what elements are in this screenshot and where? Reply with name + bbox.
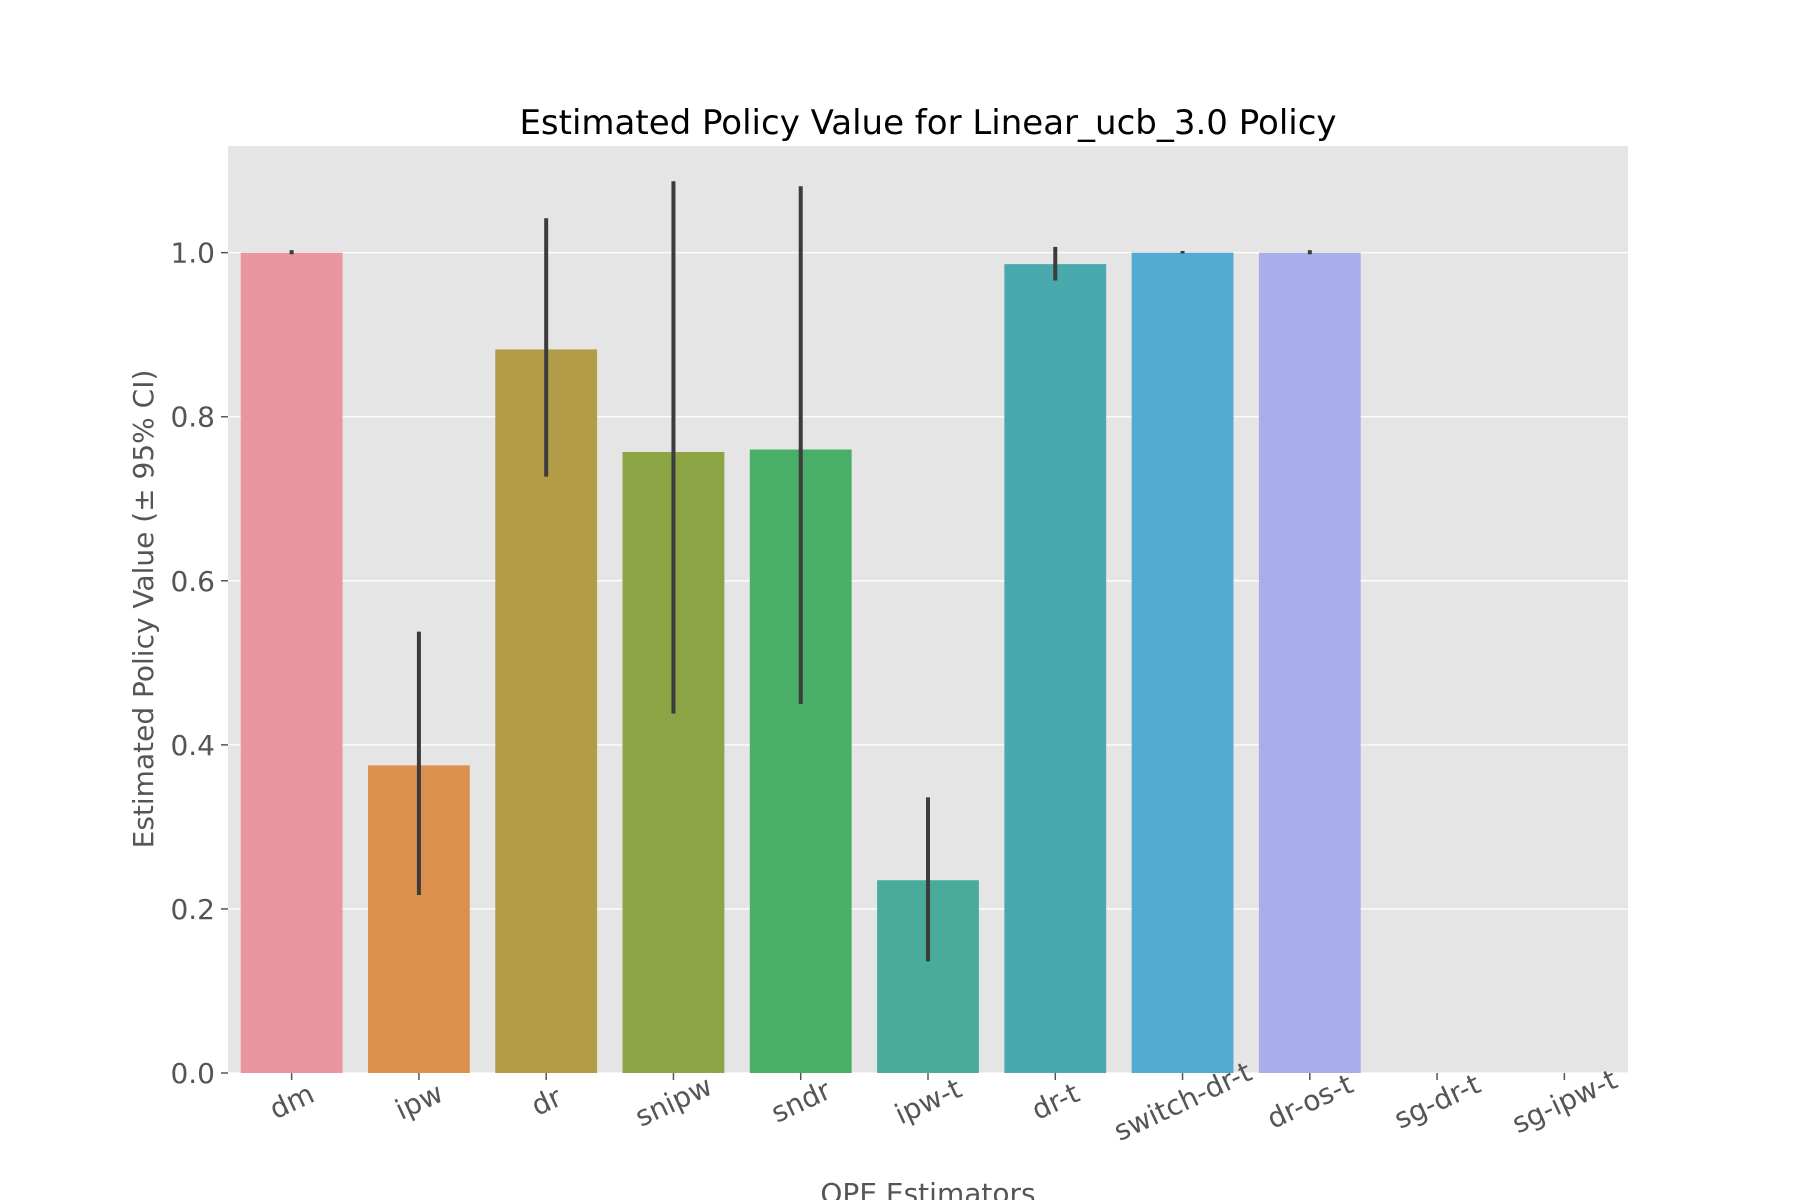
y-axis-ticks: 0.0 0.2 0.4 0.6 0.8 1.0 [170,237,228,1090]
y-tick-label: 0.0 [170,1057,215,1090]
bar [240,252,343,1074]
x-tick-label: dr [526,1080,567,1122]
bar [1131,252,1234,1074]
y-tick-label: 0.2 [170,893,215,926]
x-tick-label: dm [264,1077,319,1126]
bar [1004,264,1107,1073]
bars [240,252,1361,1074]
x-tick-label: dr-t [1026,1076,1084,1126]
bar [1258,252,1361,1074]
y-tick-label: 0.8 [170,401,215,434]
error-bars [289,181,1312,962]
x-tick-label: ipw [390,1076,448,1126]
y-tick-label: 0.6 [170,565,215,598]
x-axis-label: OPE Estimators [820,1177,1035,1200]
y-tick-label: 0.4 [170,729,215,762]
y-tick-label: 1.0 [170,237,215,270]
chart-title: Estimated Policy Value for Linear_ucb_3.… [519,103,1336,143]
x-tick-label: sndr [766,1073,836,1129]
y-axis-label: Estimated Policy Value (± 95% CI) [127,370,160,849]
x-tick-label: ipw-t [890,1072,967,1131]
